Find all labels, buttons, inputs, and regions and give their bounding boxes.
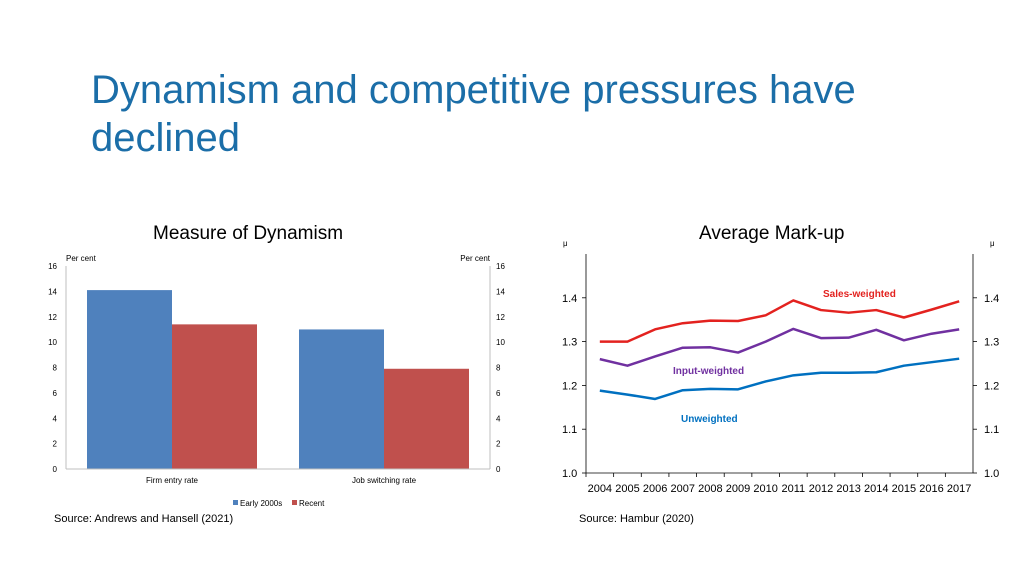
legend-label: Early 2000s <box>240 499 282 508</box>
y-tick-label-left: 1.2 <box>562 380 577 392</box>
markup-source: Source: Hambur (2020) <box>579 513 694 525</box>
right-unit-label: μ <box>990 239 995 248</box>
x-category-label: Firm entry rate <box>146 476 199 485</box>
y-tick-label-left: 1.3 <box>562 337 577 349</box>
y-tick-label-left: 10 <box>48 338 57 347</box>
y-tick-label-left: 2 <box>53 440 58 449</box>
y-tick-label-right: 1.3 <box>984 337 999 349</box>
y-tick-label-right: 14 <box>496 287 505 296</box>
x-tick-label: 2005 <box>615 483 639 495</box>
x-tick-label: 2011 <box>781 483 805 495</box>
x-tick-label: 2009 <box>726 483 750 495</box>
sales-weighted-line <box>599 299 960 343</box>
left-unit-label: Per cent <box>66 254 97 263</box>
sales-weighted-label: Sales-weighted <box>823 289 896 300</box>
y-tick-label-right: 12 <box>496 313 505 322</box>
y-tick-label-right: 6 <box>496 389 501 398</box>
x-tick-label: 2017 <box>947 483 971 495</box>
y-tick-label-right: 10 <box>496 338 505 347</box>
dynamism-chart-title: Measure of Dynamism <box>153 223 344 244</box>
legend-swatch <box>292 500 297 505</box>
markup-chart-title: Average Mark-up <box>699 223 845 244</box>
y-tick-label-right: 8 <box>496 364 501 373</box>
x-tick-label: 2016 <box>919 483 943 495</box>
x-tick-label: 2014 <box>864 483 888 495</box>
input-weighted-label: Input-weighted <box>673 366 744 377</box>
y-tick-label-right: 2 <box>496 440 501 449</box>
y-tick-label-left: 1.1 <box>562 424 577 436</box>
x-tick-label: 2010 <box>753 483 777 495</box>
input-weighted-line <box>599 327 960 367</box>
y-tick-label-right: 1.2 <box>984 380 999 392</box>
bar-early-2000s <box>87 290 172 469</box>
bar-recent <box>384 368 469 469</box>
x-category-label: Job switching rate <box>352 476 417 485</box>
right-unit-label: Per cent <box>460 254 491 263</box>
legend-label: Recent <box>299 499 325 508</box>
y-tick-label-right: 1.1 <box>984 424 999 436</box>
page-title: Dynamism and competitive pressures have … <box>91 68 856 160</box>
bar-early-2000s <box>299 329 384 469</box>
y-tick-label-right: 1.0 <box>984 468 999 480</box>
y-tick-label-left: 12 <box>48 313 57 322</box>
dynamism-source: Source: Andrews and Hansell (2021) <box>54 513 234 525</box>
x-tick-label: 2004 <box>588 483 612 495</box>
x-tick-label: 2007 <box>671 483 695 495</box>
x-tick-label: 2012 <box>809 483 833 495</box>
unweighted-line <box>599 357 960 401</box>
y-tick-label-left: 8 <box>53 364 58 373</box>
bar-recent <box>172 324 257 469</box>
y-tick-label-right: 1.4 <box>984 293 999 305</box>
y-tick-label-left: 4 <box>53 414 58 423</box>
y-tick-label-right: 4 <box>496 414 501 423</box>
x-tick-label: 2015 <box>892 483 916 495</box>
y-tick-label-left: 1.4 <box>562 293 577 305</box>
x-tick-label: 2008 <box>698 483 722 495</box>
left-unit-label: μ <box>563 239 568 248</box>
y-tick-label-left: 0 <box>53 465 58 474</box>
y-tick-label-right: 0 <box>496 465 501 474</box>
y-tick-label-left: 1.0 <box>562 468 577 480</box>
y-tick-label-left: 16 <box>48 262 57 271</box>
legend-swatch <box>233 500 238 505</box>
x-tick-label: 2013 <box>836 483 860 495</box>
unweighted-label: Unweighted <box>681 414 738 425</box>
y-tick-label-right: 16 <box>496 262 505 271</box>
x-tick-label: 2006 <box>643 483 667 495</box>
y-tick-label-left: 14 <box>48 287 57 296</box>
y-tick-label-left: 6 <box>53 389 58 398</box>
